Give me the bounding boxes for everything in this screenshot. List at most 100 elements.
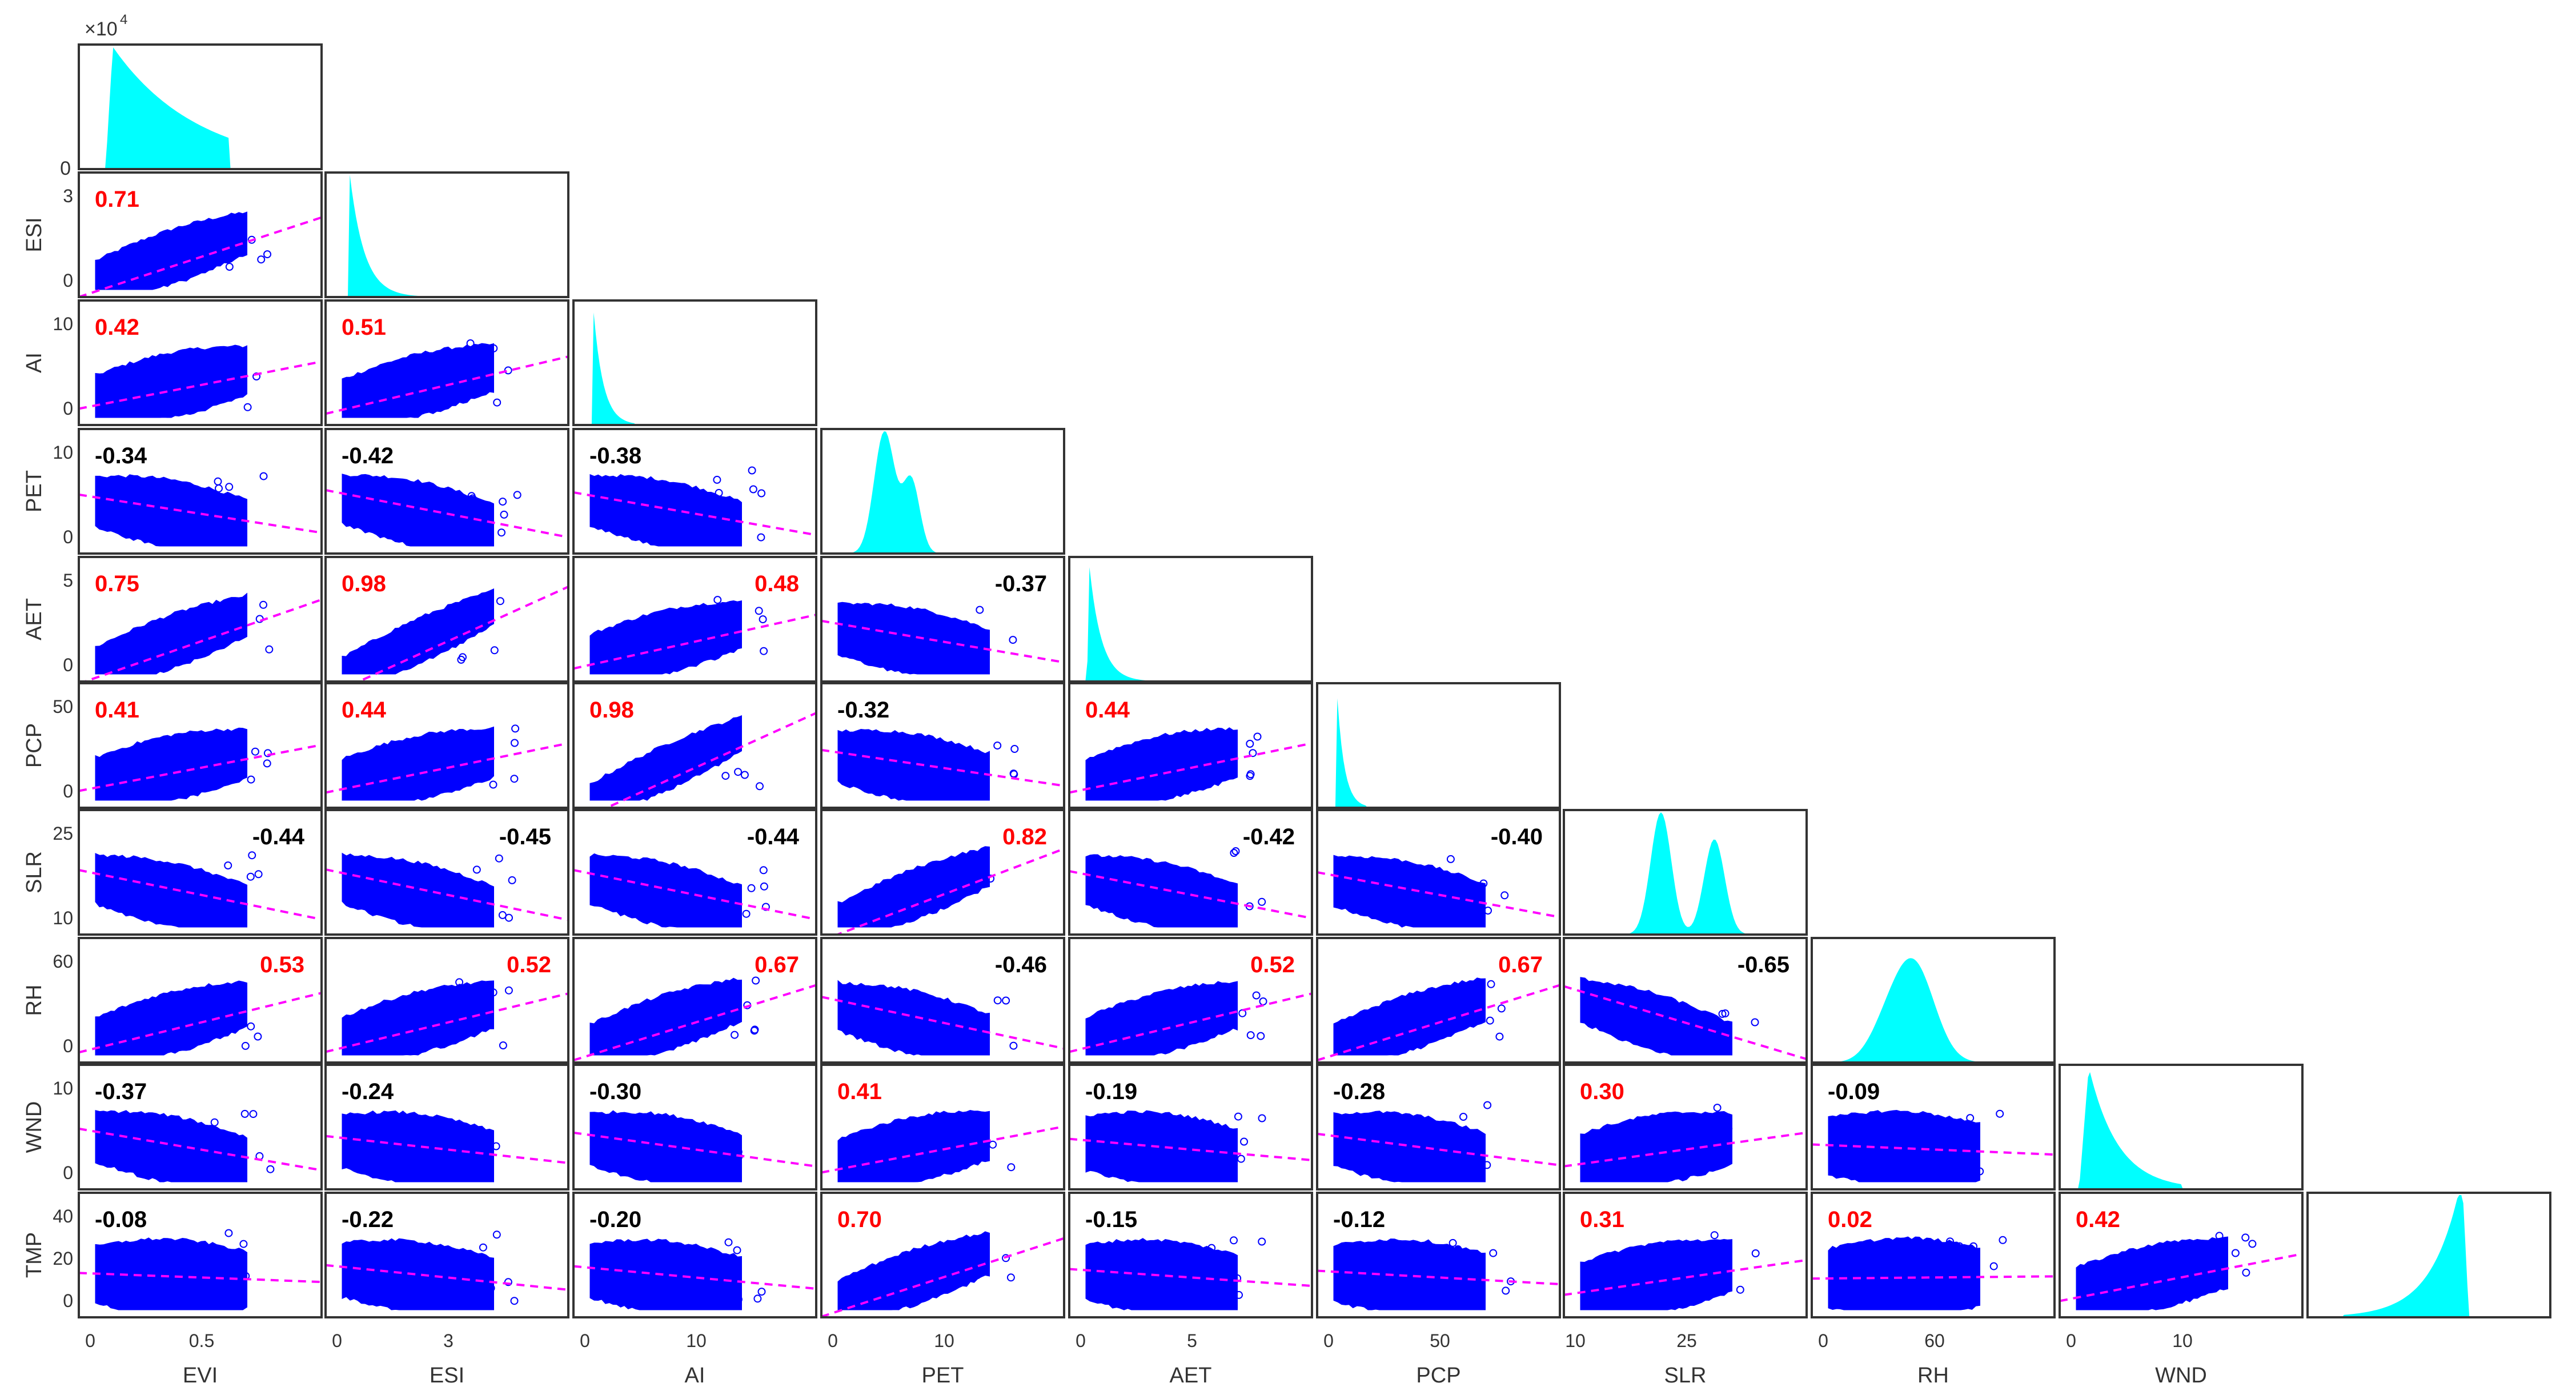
scatter-points	[589, 977, 742, 1056]
correlation-label: 0.44	[1085, 698, 1130, 723]
scatter-panel-rh-vs-esi: 0.52	[324, 937, 569, 1064]
x-tick-label: 0	[1323, 1330, 1334, 1351]
y-tick-label: 40	[53, 1206, 73, 1226]
scatter-points	[1333, 1238, 1486, 1310]
hist-exponent-power: 4	[120, 12, 127, 27]
scatter-panel-slr-vs-aet: -0.42	[1068, 809, 1313, 936]
correlation-label: 0.41	[95, 698, 139, 723]
x-tick-label: 10	[686, 1330, 707, 1351]
y-tick-label: 0	[63, 398, 73, 419]
y-axis-label-rh: RH	[22, 985, 46, 1016]
correlation-label: 0.53	[260, 952, 304, 977]
x-tick-label: 0	[580, 1330, 590, 1351]
scatter-points	[1085, 1238, 1238, 1310]
scatter-panel-slr-vs-esi: -0.45	[324, 809, 569, 936]
scatter-panel-wnd-vs-slr: 0.30	[1563, 1064, 1808, 1190]
correlation-label: -0.40	[1491, 824, 1543, 849]
correlation-label: -0.37	[995, 571, 1047, 596]
correlation-label: -0.34	[95, 443, 147, 468]
scatter-points	[95, 1110, 247, 1182]
x-tick-label: 0.5	[189, 1330, 214, 1351]
scatter-points	[837, 1231, 990, 1310]
fit-line	[326, 868, 568, 921]
correlation-label: -0.32	[837, 698, 889, 723]
scatter-points	[1333, 977, 1486, 1056]
scatter-panel-aet-vs-esi: 0.98	[324, 556, 569, 683]
histogram-rh	[1811, 937, 2056, 1064]
fit-line	[81, 598, 322, 682]
scatter-points	[1085, 981, 1238, 1056]
correlation-label: -0.42	[342, 443, 394, 468]
scatter-points	[1580, 1238, 1732, 1310]
fit-line	[2060, 1253, 2302, 1302]
scatter-panel-rh-vs-slr: -0.65	[1563, 937, 1808, 1064]
x-tick-label: 10	[2172, 1330, 2193, 1351]
scatter-panel-pcp-vs-aet: 0.44	[1068, 682, 1313, 809]
scatter-points	[589, 853, 742, 928]
correlation-label: 0.98	[589, 698, 634, 723]
scatter-points	[342, 343, 494, 418]
correlation-label: 0.42	[95, 315, 139, 340]
scatter-panel-pet-vs-evi: -0.34	[78, 428, 323, 555]
scatter-points	[95, 211, 247, 290]
correlation-label: -0.44	[252, 824, 305, 849]
correlation-label: -0.37	[95, 1079, 147, 1104]
fit-line	[79, 360, 322, 410]
y-axis-label-wnd: WND	[22, 1101, 46, 1153]
scatter-points	[95, 474, 247, 547]
hist-ytick-0: 0	[60, 158, 71, 179]
x-tick-label: 3	[443, 1330, 454, 1351]
x-axis-label-rh: RH	[1917, 1364, 1949, 1388]
x-axis-label-wnd: WND	[2155, 1364, 2207, 1388]
fit-line	[79, 992, 322, 1054]
x-tick-label: 10	[934, 1330, 954, 1351]
histogram-wnd	[2059, 1064, 2304, 1190]
scatter-panel-tmp-vs-evi: -0.08	[78, 1192, 323, 1318]
correlation-label: 0.42	[2076, 1207, 2120, 1232]
correlation-label: -0.42	[1243, 824, 1295, 849]
scatter-panel-rh-vs-pcp: 0.67	[1316, 937, 1561, 1064]
scatter-panel-pcp-vs-evi: 0.41	[78, 682, 323, 809]
correlation-label: 0.67	[755, 952, 799, 977]
scatter-panel-ai-vs-evi: 0.42	[78, 299, 323, 426]
correlation-label: -0.46	[995, 952, 1047, 977]
histogram-slr	[1563, 809, 1808, 936]
correlation-label: 0.31	[1580, 1207, 1624, 1232]
y-axis-label-slr: SLR	[22, 851, 46, 893]
scatter-panel-tmp-vs-esi: -0.22	[324, 1192, 569, 1318]
scatter-points	[342, 852, 494, 928]
histogram-pcp	[1316, 682, 1561, 809]
x-tick-label: 60	[1924, 1330, 1945, 1351]
fit-line	[1564, 985, 1807, 1060]
scatter-panel-rh-vs-evi: 0.53	[78, 937, 323, 1064]
scatter-points	[837, 980, 990, 1056]
correlation-label: -0.08	[95, 1207, 147, 1232]
y-tick-label: 20	[53, 1248, 73, 1269]
y-axis-label-tmp: TMP	[22, 1232, 46, 1278]
correlation-label: -0.22	[342, 1207, 394, 1232]
scatter-points	[342, 1110, 494, 1182]
y-axis-label-pet: PET	[22, 470, 46, 512]
correlation-label: -0.28	[1333, 1079, 1385, 1104]
fit-line	[573, 984, 816, 1061]
scatter-panel-rh-vs-aet: 0.52	[1068, 937, 1313, 1064]
correlation-label: 0.67	[1498, 952, 1543, 977]
correlation-label: -0.30	[589, 1079, 641, 1104]
scatter-panel-aet-vs-pet: -0.37	[820, 556, 1065, 683]
correlation-label: 0.71	[95, 187, 139, 212]
scatter-panel-wnd-vs-rh: -0.09	[1811, 1064, 2056, 1190]
scatter-panel-pcp-vs-ai: 0.98	[572, 682, 817, 809]
scatter-points	[837, 1109, 990, 1182]
fit-line	[834, 847, 1064, 935]
fit-line	[79, 869, 322, 921]
correlation-label: -0.45	[499, 824, 551, 849]
histogram-esi	[324, 171, 569, 298]
y-tick-label: 25	[53, 823, 73, 844]
scatter-points	[1828, 1236, 1980, 1310]
scatter-points	[95, 592, 247, 675]
scatter-points	[1085, 854, 1238, 928]
correlation-label: 0.82	[1002, 824, 1047, 849]
scatter-panel-ai-vs-esi: 0.51	[324, 299, 569, 426]
correlation-label: 0.75	[95, 571, 139, 596]
